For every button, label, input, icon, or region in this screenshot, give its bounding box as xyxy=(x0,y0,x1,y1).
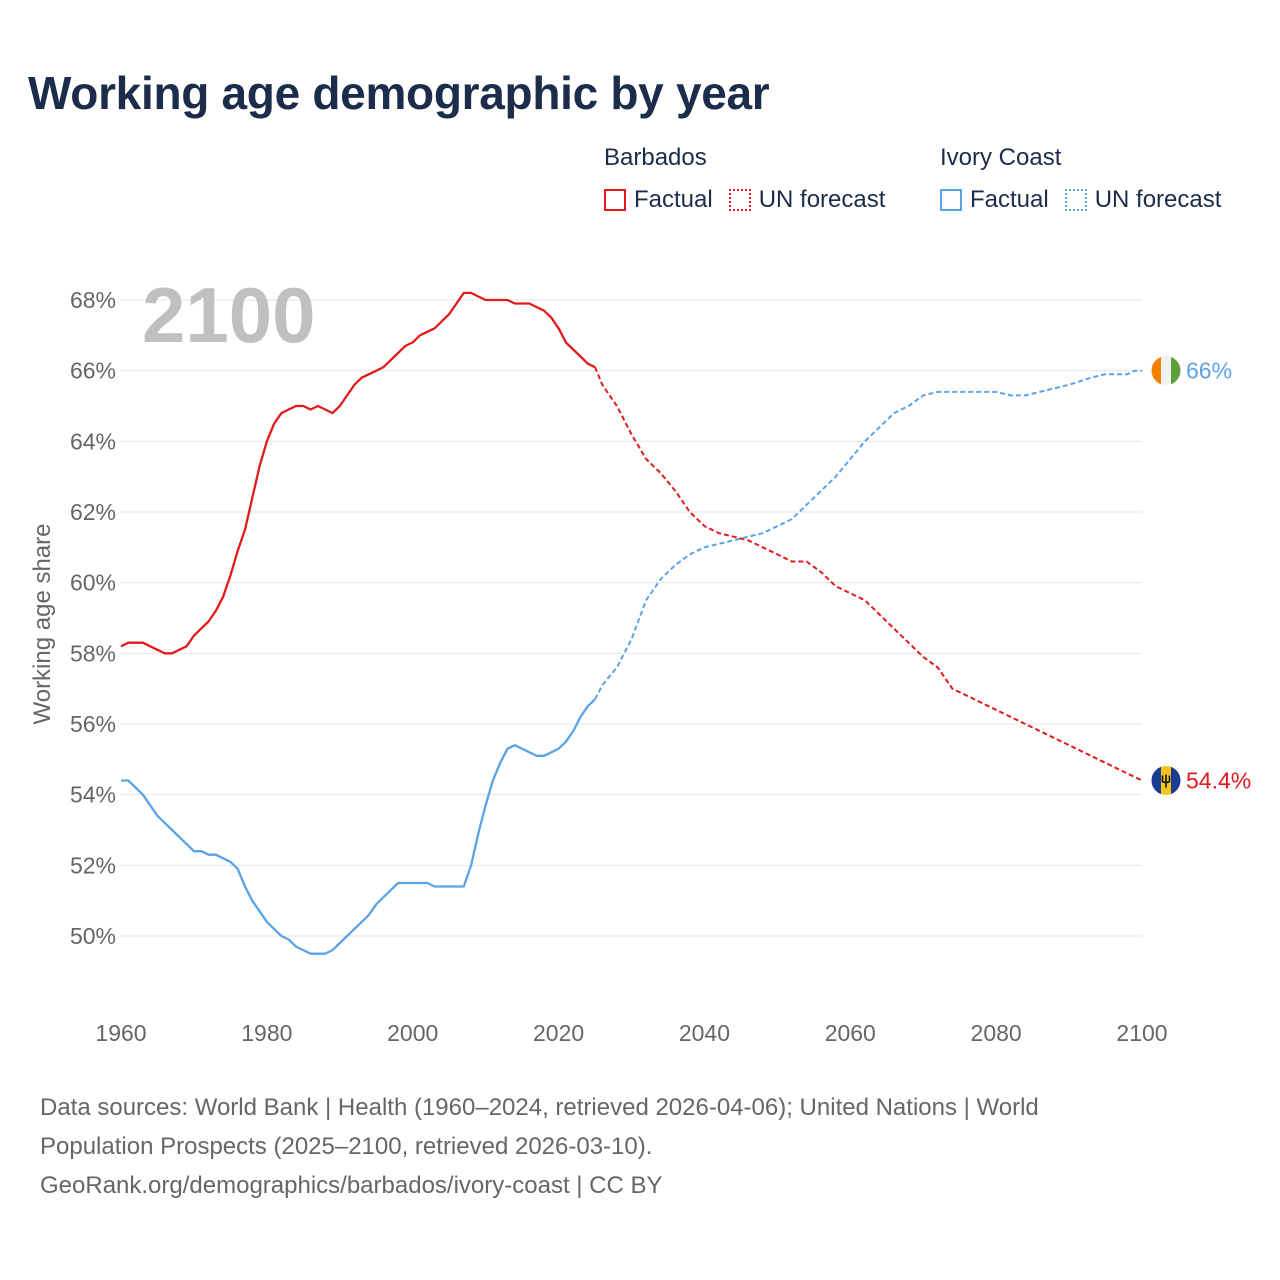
legend-group-barbados: Barbados Factual UN forecast xyxy=(604,144,901,214)
x-tick-label: 2040 xyxy=(679,1020,730,1046)
legend-title-ivory-coast: Ivory Coast xyxy=(940,144,1062,171)
y-tick-label: 52% xyxy=(70,852,116,878)
y-axis: 50% 52% 54% 56% 58% 60% 62% 64% 66% 68% xyxy=(70,287,116,949)
flag-stripe-orange xyxy=(1151,355,1161,386)
legend-item-ivory-coast-factual[interactable]: Factual xyxy=(940,186,1049,214)
trident-icon xyxy=(1161,774,1171,788)
legend-item-barbados-forecast[interactable]: UN forecast xyxy=(728,186,886,214)
x-axis: 1960 1980 2000 2020 2040 2060 2080 2100 xyxy=(95,1020,1167,1046)
flag-stripe-green xyxy=(1171,355,1181,386)
legend-item-barbados-factual[interactable]: Factual xyxy=(604,186,713,214)
y-tick-label: 58% xyxy=(70,640,116,666)
x-tick-label: 2060 xyxy=(825,1020,876,1046)
legend-title-barbados: Barbados xyxy=(604,144,707,171)
flag-ring xyxy=(1150,765,1182,797)
series-line-ivory-coast-forecast xyxy=(594,369,1142,700)
chart-title: Working age demographic by year xyxy=(28,67,770,119)
footer-line: Population Prospects (2025–2100, retriev… xyxy=(40,1133,653,1160)
x-tick-label: 2080 xyxy=(971,1020,1022,1046)
end-value-label-ivory-coast: 66% xyxy=(1186,358,1232,384)
flag-stripe-blue-left xyxy=(1151,765,1161,796)
series-line-ivory-coast-factual xyxy=(121,698,596,955)
line-chart: 2100 50% 52% 54% 56% 58% 60% 62% 64% 66% 68% 1960… xyxy=(29,271,1251,1046)
x-tick-label: 1980 xyxy=(241,1020,292,1046)
x-tick-label: 2020 xyxy=(533,1020,584,1046)
legend-label: Factual xyxy=(970,186,1049,213)
legend-label: UN forecast xyxy=(1094,186,1222,213)
x-tick-label: 1960 xyxy=(95,1020,146,1046)
y-tick-label: 60% xyxy=(70,570,116,596)
legend-group-ivory-coast: Ivory Coast Factual UN forecast xyxy=(940,144,1237,214)
y-tick-label: 50% xyxy=(70,923,116,949)
legend-label: Factual xyxy=(634,186,713,213)
flag-icon-ivory-coast xyxy=(1150,355,1182,387)
legend-swatch-dotted xyxy=(1064,189,1087,211)
y-tick-label: 62% xyxy=(70,499,116,525)
flag-body xyxy=(1151,765,1181,796)
footer-line: Data sources: World Bank | Health (1960–… xyxy=(40,1094,1039,1121)
x-tick-label: 2000 xyxy=(387,1020,438,1046)
flag-stripe-blue-right xyxy=(1171,765,1181,796)
footer-line[interactable]: GeoRank.org/demographics/barbados/ivory-… xyxy=(40,1172,663,1199)
flag-body xyxy=(1151,355,1181,386)
x-tick-label: 2100 xyxy=(1116,1020,1167,1046)
grid-lines xyxy=(121,299,1142,937)
legend-swatch-dotted xyxy=(728,189,751,211)
legend-swatch-solid xyxy=(604,189,626,211)
legend-swatch-solid xyxy=(940,189,962,211)
y-tick-label: 54% xyxy=(70,782,116,808)
footer-sources: Data sources: World Bank | Health (1960–… xyxy=(40,1088,1200,1205)
series-line-barbados-factual xyxy=(120,291,596,655)
year-watermark: 2100 xyxy=(142,271,316,359)
series-line-barbados-forecast xyxy=(594,366,1143,782)
legend-label: UN forecast xyxy=(758,186,886,213)
flag-stripe-white xyxy=(1161,355,1171,386)
y-tick-label: 66% xyxy=(70,358,116,384)
y-tick-label: 68% xyxy=(70,287,116,313)
flag-ring xyxy=(1150,355,1182,387)
end-markers: 54.4% 66% xyxy=(1150,355,1251,797)
series-lines xyxy=(120,291,1143,955)
y-tick-label: 56% xyxy=(70,711,116,737)
legend-item-ivory-coast-forecast[interactable]: UN forecast xyxy=(1064,186,1222,214)
flag-icon-barbados xyxy=(1150,765,1182,797)
y-tick-label: 64% xyxy=(70,428,116,454)
y-axis-label: Working age share xyxy=(29,524,56,725)
end-value-label-barbados: 54.4% xyxy=(1186,768,1251,794)
